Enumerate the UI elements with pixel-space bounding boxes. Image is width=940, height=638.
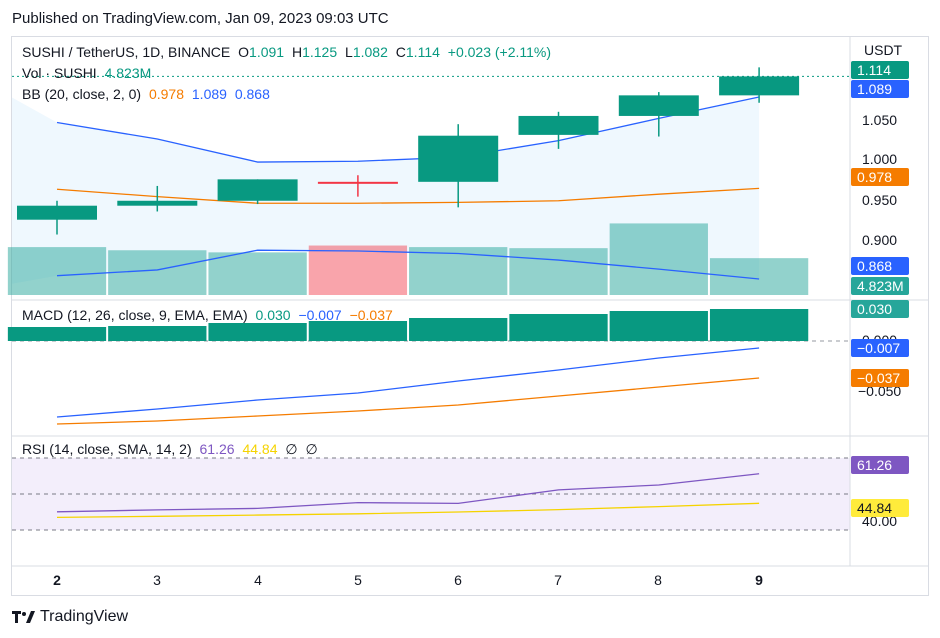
macd-histogram-bar (108, 326, 207, 341)
rsi-tick: 40.00 (862, 513, 898, 529)
rsi-ma-value: 44.84 (242, 441, 278, 457)
change-value: +0.023 (+2.11%) (447, 44, 552, 60)
candle-body (618, 95, 699, 116)
macd-label: MACD (12, 26, close, 9, EMA, EMA) (22, 307, 248, 323)
tradingview-brand: TradingView (40, 608, 129, 625)
close-price-tag: 1.114 (851, 61, 909, 79)
macd-histogram-bar (409, 318, 508, 341)
price-tick: 1.050 (862, 112, 898, 128)
rsi-label: RSI (14, close, SMA, 14, 2) (22, 441, 192, 457)
price-axis-currency: USDT (864, 42, 903, 58)
bb-lower-line (56, 249, 760, 280)
volume-bar (7, 247, 107, 295)
low-value: 1.082 (352, 44, 388, 60)
price-tick: 0.950 (862, 192, 898, 208)
close-value: 1.114 (405, 44, 440, 60)
price-tick: 1.000 (862, 151, 898, 167)
bb-basis-value: 0.978 (148, 86, 184, 102)
bb-label: BB (20, close, 2, 0) (22, 86, 142, 102)
rsi-ma-line (56, 502, 760, 519)
x-tick-label: 7 (554, 572, 562, 588)
macd-histogram-bar (709, 309, 809, 341)
x-tick-label: 2 (53, 572, 61, 588)
bb-lower-value: 0.868 (234, 86, 270, 102)
rsi-tag: 61.26 (851, 456, 909, 474)
macd-histogram-bar (7, 327, 107, 341)
rsi-ma-tag: 44.84 (851, 499, 909, 517)
x-tick-label: 6 (454, 572, 462, 588)
rsi-line (56, 473, 760, 513)
close-label: C (395, 44, 406, 60)
candle-body (217, 179, 298, 201)
bb-lower-tag: 0.868 (851, 257, 909, 275)
volume-bar (509, 248, 608, 295)
x-tick-label: 4 (254, 572, 262, 588)
high-value: 1.125 (302, 44, 338, 60)
low-label: L (345, 44, 353, 60)
x-tick-label: 5 (354, 572, 362, 588)
macd-line-value: −0.007 (298, 307, 342, 323)
volume-tag: 4.823M (851, 277, 909, 295)
chart-frame (11, 36, 929, 596)
bb-upper-value: 1.089 (191, 86, 227, 102)
x-tick-label: 9 (755, 572, 763, 588)
tradingview-logo[interactable]: TradingView (12, 608, 128, 626)
macd-signal-value: −0.037 (349, 307, 393, 323)
candle-body (719, 76, 800, 96)
bb-basis-tag: 0.978 (851, 168, 909, 186)
rsi-na-1: ∅ (285, 441, 298, 457)
candle-body (17, 205, 97, 220)
tradingview-logo-icon (12, 611, 35, 623)
macd-hist-tag: 0.030 (851, 300, 909, 318)
rsi-legend: RSI (14, close, SMA, 14, 2) 61.26 44.84 … (22, 441, 322, 458)
volume-bar (308, 245, 408, 295)
rsi-value: 61.26 (199, 441, 235, 457)
open-value: 1.091 (249, 44, 285, 60)
macd-legend: MACD (12, 26, close, 9, EMA, EMA) 0.030 … (22, 307, 397, 323)
volume-legend: Vol · SUSHI 4.823M (22, 65, 155, 81)
candle-body (117, 200, 198, 206)
x-tick-label: 8 (654, 572, 662, 588)
candle-body (418, 135, 499, 182)
price-tick: 0.900 (862, 232, 898, 248)
macd-signal-line (56, 377, 760, 425)
volume-bar (709, 258, 809, 295)
volume-bar (208, 252, 307, 295)
volume-bar (609, 223, 708, 295)
bb-legend: BB (20, close, 2, 0) 0.978 1.089 0.868 (22, 86, 274, 102)
volume-value: 4.823M (104, 65, 152, 81)
volume-bar (409, 247, 508, 295)
x-tick-label: 3 (153, 572, 161, 588)
candle-body (518, 115, 599, 135)
macd-histogram-bar (609, 311, 708, 341)
volume-bar (108, 250, 207, 295)
macd-hist-value: 0.030 (255, 307, 291, 323)
bb-basis-line (56, 187, 760, 204)
bb-upper-tag: 1.089 (851, 80, 909, 98)
bb-band-fill (12, 97, 760, 284)
macd-line (56, 347, 760, 418)
macd-histogram-bar (509, 314, 608, 341)
symbol-legend: SUSHI / TetherUS, 1D, BINANCE O1.091 H1.… (22, 44, 555, 60)
rsi-na-2: ∅ (305, 441, 318, 457)
macd-histogram-bar (208, 323, 307, 341)
bb-upper-line (56, 96, 760, 163)
published-label: Published on TradingView.com, Jan 09, 20… (12, 10, 389, 27)
open-label: O (238, 44, 250, 60)
symbol-title: SUSHI / TetherUS, 1D, BINANCE (22, 44, 231, 60)
macd-line-tag: −0.007 (851, 339, 909, 357)
macd-tick: −0.050 (858, 383, 902, 399)
volume-label: Vol · SUSHI (22, 65, 97, 81)
macd-histogram-bar (308, 321, 408, 341)
candle-body (317, 181, 398, 184)
high-label: H (291, 44, 303, 60)
macd-signal-tag: −0.037 (851, 369, 909, 387)
